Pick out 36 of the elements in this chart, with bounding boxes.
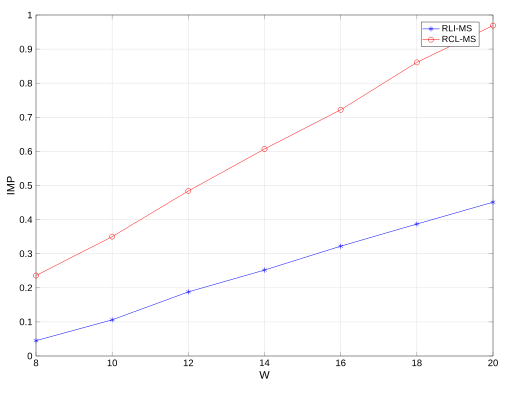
point — [414, 221, 420, 227]
point — [490, 22, 496, 28]
y-tick-label: 0.8 — [20, 80, 32, 87]
x-tick-label: 10 — [108, 360, 118, 366]
x-tick-label: 20 — [488, 360, 498, 366]
x-tick-label: 16 — [336, 360, 346, 366]
x-axis-title: W — [259, 371, 270, 379]
legend-label: RCL-MS — [442, 36, 476, 42]
y-tick-label: 0 — [28, 352, 32, 360]
point — [262, 267, 267, 273]
point — [109, 234, 116, 240]
y-tick-label: 0.1 — [20, 318, 32, 326]
point — [414, 60, 420, 66]
point — [34, 338, 38, 344]
x-tick-label: 18 — [412, 360, 422, 366]
y-tick-label: 0.2 — [20, 284, 32, 292]
y-tick-label: 1 — [28, 12, 32, 18]
legend-label: RLI-MS — [442, 25, 472, 32]
y-tick-label: 0.5 — [20, 182, 32, 189]
point — [110, 317, 115, 323]
x-tick-label: 8 — [34, 360, 38, 366]
y-axis-title: IMP — [6, 176, 14, 194]
y-tick-label: 0.3 — [20, 250, 32, 258]
point — [262, 146, 268, 152]
point — [33, 272, 39, 278]
point — [338, 243, 344, 250]
point — [490, 199, 496, 206]
x-tick-label: 12 — [184, 360, 194, 366]
y-tick-label: 0.4 — [20, 216, 32, 223]
point — [338, 106, 344, 113]
point — [185, 188, 192, 194]
x-tick-label: 14 — [260, 360, 270, 366]
y-tick-label: 0.9 — [20, 46, 32, 52]
point — [186, 289, 191, 295]
y-tick-label: 0.6 — [20, 148, 32, 155]
y-tick-label: 0.7 — [20, 114, 32, 121]
